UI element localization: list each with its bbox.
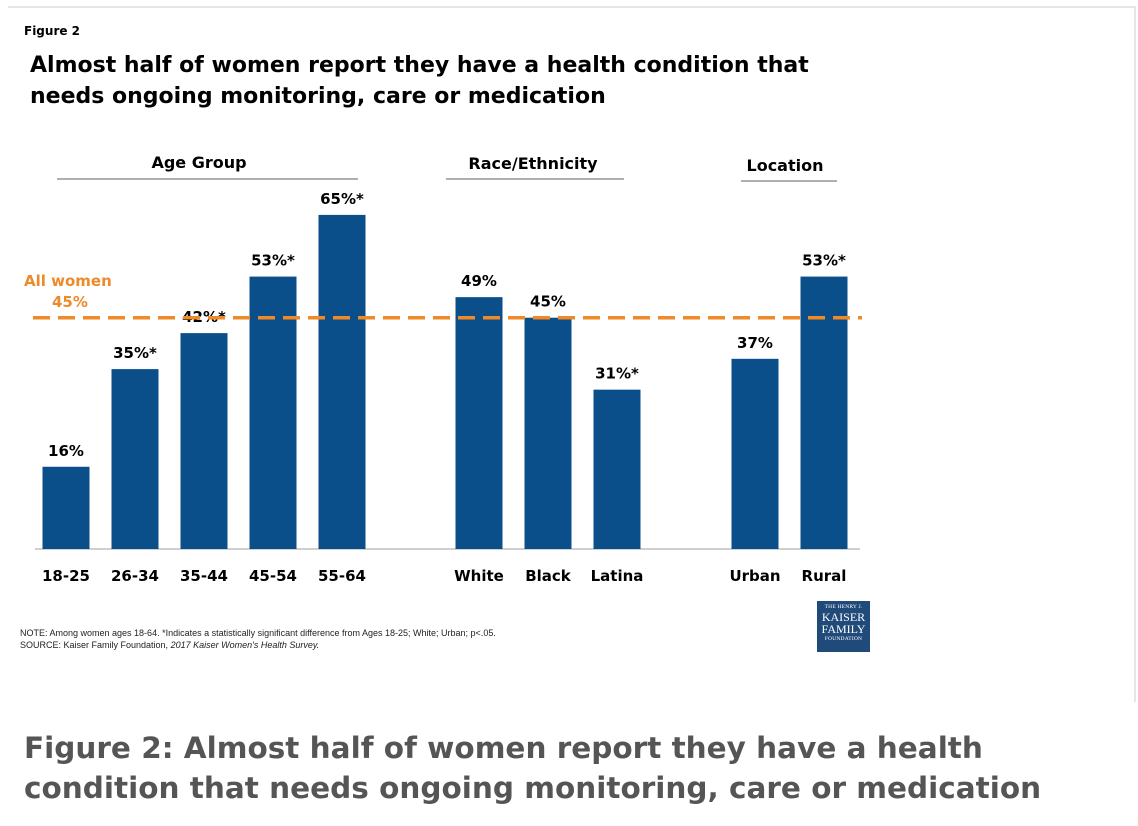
group-header-age-group: Age Group	[151, 153, 246, 172]
group-header-location: Location	[747, 156, 824, 175]
data-label-45-54: 53%*	[251, 252, 295, 270]
category-label-55-64: 55-64	[318, 567, 366, 585]
bar-18-25	[42, 466, 90, 549]
bar-45-54	[249, 276, 297, 549]
chart-title: Almost half of women report they have a …	[30, 50, 830, 112]
figure-frame	[8, 6, 1136, 702]
note-text: NOTE: Among women ages 18-64. *Indicates…	[20, 628, 496, 638]
logo-line2: KAISER	[821, 610, 866, 624]
figure-caption: Figure 2: Almost half of women report th…	[24, 731, 1042, 805]
category-label-latina: Latina	[591, 567, 644, 585]
chart-title-line1: Almost half of women report they have a …	[30, 53, 809, 78]
data-label-latina: 31%*	[595, 365, 639, 383]
bar-black	[524, 317, 572, 549]
bar-35-44	[180, 333, 228, 549]
chart-notes: NOTE: Among women ages 18-64. *Indicates…	[20, 627, 496, 651]
logo-line4: FOUNDATION	[824, 636, 863, 642]
bar-55-64	[318, 214, 366, 549]
bar-white	[455, 297, 503, 549]
chart-title-line2: needs ongoing monitoring, care or medica…	[30, 84, 606, 109]
kff-logo: THE HENRY J. KAISER FAMILY FOUNDATION	[817, 601, 870, 652]
source-title: 2017 Kaiser Women's Health Survey.	[170, 640, 320, 650]
data-label-18-25: 16%	[48, 442, 84, 460]
source-prefix: SOURCE: Kaiser Family Foundation,	[20, 640, 171, 650]
data-label-rural: 53%*	[802, 252, 846, 270]
bar-latina	[593, 389, 641, 549]
figure-label: Figure 2	[24, 24, 81, 38]
category-label-rural: Rural	[802, 567, 847, 585]
reference-label-value: 45%	[52, 293, 88, 311]
bar-26-34	[111, 369, 159, 549]
bar-rural	[800, 276, 848, 549]
category-label-26-34: 26-34	[111, 567, 159, 585]
data-label-white: 49%	[461, 272, 497, 290]
reference-label-name: All women	[24, 272, 112, 290]
category-label-45-54: 45-54	[249, 567, 297, 585]
bar-urban	[731, 358, 779, 549]
data-label-26-34: 35%*	[113, 344, 157, 362]
category-label-35-44: 35-44	[180, 567, 228, 585]
logo-line3: FAMILY	[821, 622, 866, 636]
data-label-35-44: 42%*	[182, 308, 226, 326]
data-label-black: 45%	[530, 293, 566, 311]
category-label-white: White	[454, 567, 504, 585]
category-label-urban: Urban	[729, 567, 780, 585]
logo-line1: THE HENRY J.	[824, 604, 863, 610]
category-label-black: Black	[525, 567, 572, 585]
data-label-urban: 37%	[737, 334, 773, 352]
category-label-18-25: 18-25	[42, 567, 90, 585]
group-header-race-ethnicity: Race/Ethnicity	[468, 154, 598, 173]
source-text: SOURCE: Kaiser Family Foundation, 2017 K…	[20, 639, 496, 651]
bar-chart: Age Group 16% 18-25 35%* 26-34 42%* 35-44 53%* 4…	[24, 153, 862, 585]
data-label-55-64: 65%*	[320, 190, 364, 208]
